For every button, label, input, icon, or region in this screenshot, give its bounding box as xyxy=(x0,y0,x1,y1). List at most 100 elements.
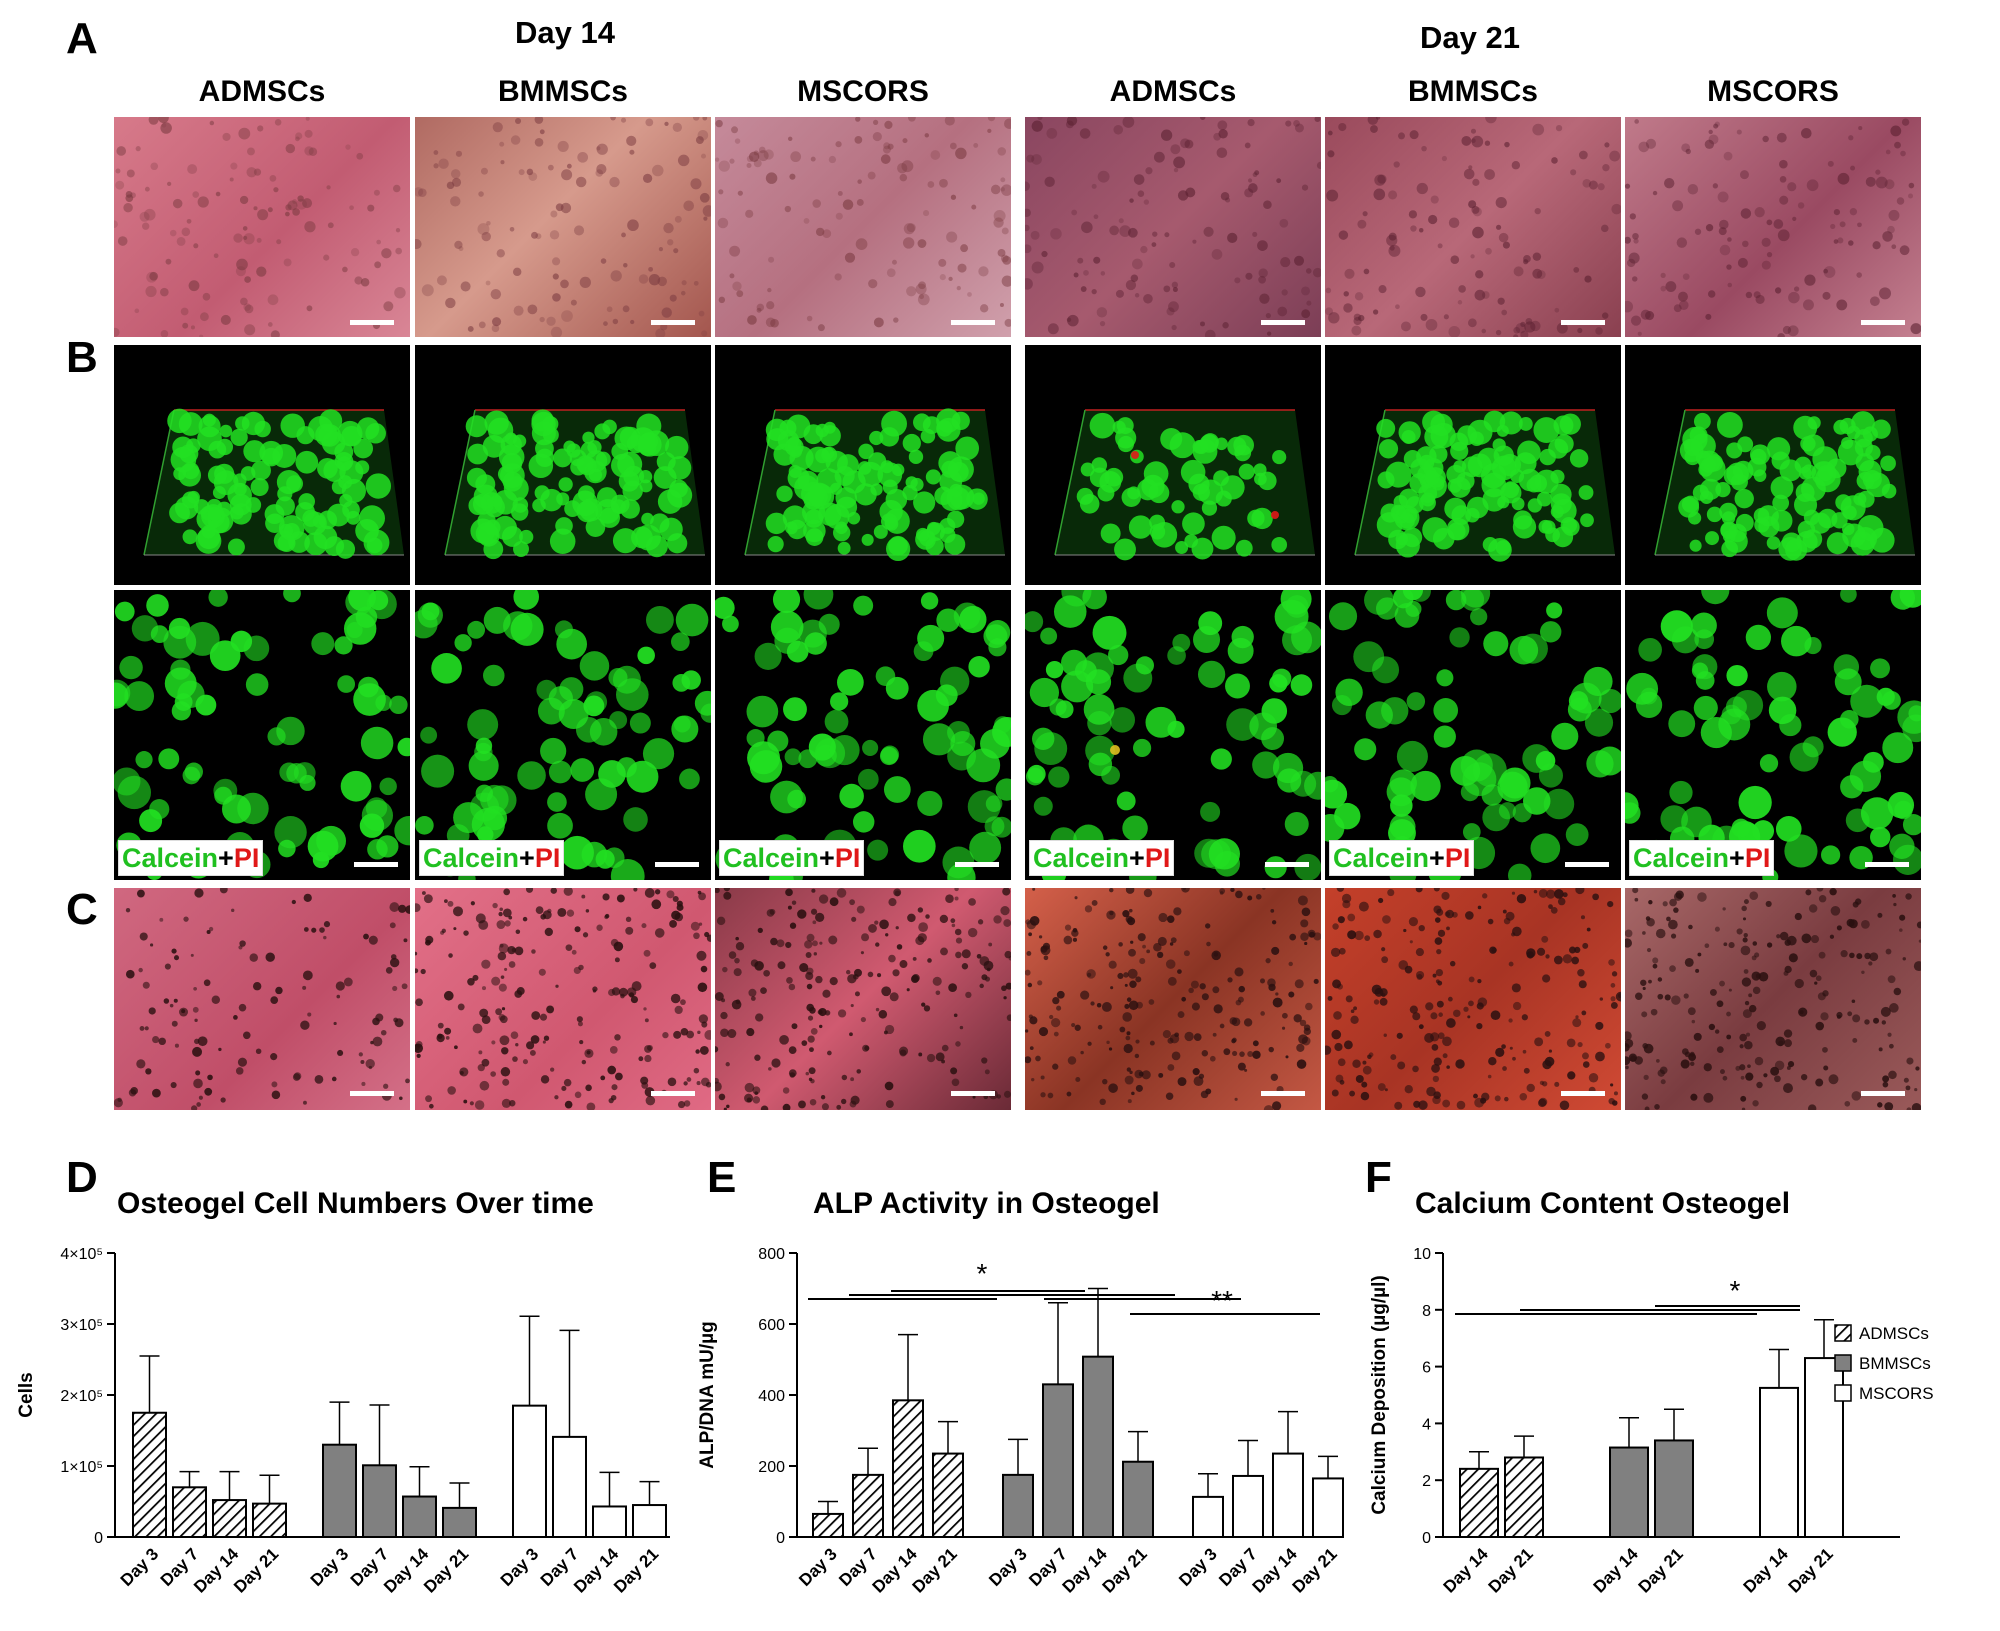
panel-letter-d: D xyxy=(66,1153,98,1202)
bar xyxy=(172,1486,207,1538)
day-21-header: Day 21 xyxy=(1420,20,1520,55)
column-header-mscors-day21: MSCORS xyxy=(1707,75,1839,108)
pi-text: PI xyxy=(1144,843,1171,873)
y-tick-label: 10 xyxy=(1413,1246,1431,1263)
chart-f-calcium-content: Calcium Content Osteogel 0 2 4 6 8 10 Calcium D… xyxy=(1369,1187,1934,1597)
plus-text: + xyxy=(1429,843,1445,873)
x-tick-label: Day 21 xyxy=(230,1544,282,1596)
scale-bar xyxy=(1265,862,1309,867)
bar xyxy=(322,1443,357,1539)
bright-field-image xyxy=(715,117,1011,337)
scale-bar xyxy=(1865,862,1909,867)
y-tick-label: 2 xyxy=(1422,1473,1431,1490)
pi-text: PI xyxy=(1744,843,1771,873)
calcein-text: Calcein xyxy=(1333,843,1430,873)
scale-bar xyxy=(1261,320,1305,325)
scale-bar xyxy=(350,320,394,325)
bar xyxy=(1459,1467,1499,1538)
bar xyxy=(1504,1456,1544,1539)
bar xyxy=(1609,1446,1649,1539)
bar xyxy=(442,1506,477,1539)
bar xyxy=(512,1404,547,1538)
scale-bar xyxy=(350,1091,394,1096)
live-dead-image: Calcein+PI xyxy=(1325,590,1621,880)
x-tick-label: Day 3 xyxy=(985,1544,1031,1590)
y-axis-label: Cells xyxy=(16,1372,37,1417)
bar xyxy=(1002,1473,1034,1538)
chart-e-alp-activity: ALP Activity in Osteogel 0 200 400 600 800 ALP… xyxy=(697,1187,1344,1597)
confocal-3d-image xyxy=(1325,345,1621,585)
alizarin-red-image xyxy=(114,888,410,1110)
bar xyxy=(1272,1452,1304,1539)
day-14-header: Day 14 xyxy=(515,15,615,50)
x-tick-label: Day 21 xyxy=(420,1544,472,1596)
bar xyxy=(1042,1383,1074,1538)
column-header-admscs-day21: ADMSCs xyxy=(1109,75,1237,108)
panel-letter-e: E xyxy=(707,1153,737,1202)
column-header-bmmscs-day21: BMMSCs xyxy=(1407,75,1538,108)
significance-mark: ** xyxy=(1211,1285,1233,1316)
bright-field-image xyxy=(1325,117,1621,337)
calcein-pi-label: Calcein+PI xyxy=(1629,840,1775,876)
bright-field-image xyxy=(114,117,410,337)
bar xyxy=(592,1505,627,1539)
x-tick-label: Day 21 xyxy=(1785,1544,1837,1596)
plus-text: + xyxy=(218,843,234,873)
panel-letter-f: F xyxy=(1365,1153,1392,1202)
legend-label: ADMSCs xyxy=(1859,1324,1929,1343)
scale-bar xyxy=(1561,320,1605,325)
scale-bar xyxy=(354,862,398,867)
x-tick-label: Day 3 xyxy=(497,1544,543,1590)
calcein-pi-label: Calcein+PI xyxy=(419,840,565,876)
bar xyxy=(892,1399,924,1538)
alizarin-red-image xyxy=(715,888,1011,1110)
calcein-text: Calcein xyxy=(1033,843,1130,873)
y-tick-label: 6 xyxy=(1422,1360,1431,1377)
column-header-bmmscs-day14: BMMSCs xyxy=(497,75,628,108)
significance-mark: * xyxy=(1730,1275,1741,1306)
significance-mark: * xyxy=(977,1258,988,1289)
x-tick-label: Day 21 xyxy=(1485,1544,1537,1596)
alizarin-red-image xyxy=(1025,888,1321,1110)
confocal-3d-image xyxy=(1025,345,1321,585)
y-axis-label: ALP/DNA mU/µg xyxy=(697,1321,718,1468)
bar xyxy=(632,1504,667,1538)
scale-bar xyxy=(651,320,695,325)
pi-text: PI xyxy=(1444,843,1471,873)
confocal-3d-image xyxy=(114,345,410,585)
bar xyxy=(1192,1495,1224,1539)
y-tick-label: 1×10⁵ xyxy=(60,1459,103,1476)
confocal-3d-image xyxy=(715,345,1011,585)
bar xyxy=(1122,1460,1154,1538)
y-tick-label: 2×10⁵ xyxy=(60,1388,103,1405)
live-dead-image: Calcein+PI xyxy=(1625,590,1921,880)
bar xyxy=(1082,1355,1114,1538)
x-tick-label: Day 3 xyxy=(307,1544,353,1590)
x-tick-label: Day 21 xyxy=(1099,1544,1151,1596)
x-tick-label: Day 3 xyxy=(117,1544,163,1590)
y-tick-label: 4×10⁵ xyxy=(60,1246,103,1263)
panel-letter-a: A xyxy=(66,14,98,63)
bar xyxy=(252,1502,287,1539)
x-tick-label: Day 3 xyxy=(1175,1544,1221,1590)
bar xyxy=(212,1499,247,1538)
bright-field-image xyxy=(1025,117,1321,337)
live-dead-image: Calcein+PI xyxy=(715,590,1011,880)
column-header-mscors-day14: MSCORS xyxy=(797,75,929,108)
pi-text: PI xyxy=(233,843,260,873)
bar xyxy=(1312,1477,1344,1538)
calcein-pi-label: Calcein+PI xyxy=(1329,840,1475,876)
x-tick-label: Day 14 xyxy=(1740,1544,1793,1597)
y-tick-label: 4 xyxy=(1422,1416,1431,1433)
chart-title: ALP Activity in Osteogel xyxy=(813,1187,1160,1220)
column-header-admscs-day14: ADMSCs xyxy=(198,75,326,108)
bright-field-image xyxy=(415,117,711,337)
chart-title: Osteogel Cell Numbers Over time xyxy=(117,1187,594,1220)
x-tick-label: Day 21 xyxy=(610,1544,662,1596)
y-tick-label: 400 xyxy=(758,1388,785,1405)
legend-swatch xyxy=(1834,1354,1852,1372)
confocal-3d-image xyxy=(415,345,711,585)
x-tick-label: Day 3 xyxy=(795,1544,841,1590)
panel-letter-c: C xyxy=(66,885,98,934)
y-tick-label: 0 xyxy=(776,1530,785,1547)
